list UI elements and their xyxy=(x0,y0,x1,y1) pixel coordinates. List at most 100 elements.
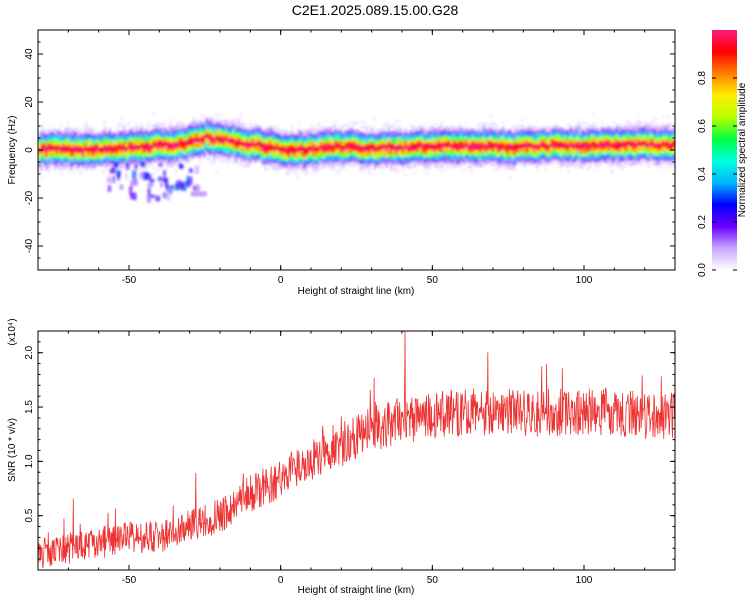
heatmap-cell xyxy=(377,147,381,150)
heatmap-cell xyxy=(91,153,95,157)
heatmap-cell xyxy=(418,159,423,162)
heatmap-cell xyxy=(482,137,486,141)
heatmap-cell xyxy=(389,136,393,140)
heatmap-cell xyxy=(52,148,56,151)
heatmap-cell xyxy=(144,146,148,149)
heatmap-cell xyxy=(394,167,398,171)
heatmap-cell xyxy=(431,159,435,162)
heatmap-cell xyxy=(457,135,461,138)
heatmap-cell xyxy=(229,122,233,125)
heatmap-cell xyxy=(596,146,600,149)
heatmap-cell xyxy=(465,143,469,146)
heatmap-cell xyxy=(484,159,488,162)
heatmap-cell xyxy=(232,123,236,126)
heatmap-cell xyxy=(472,136,476,139)
heatmap-cell xyxy=(482,154,486,158)
heatmap-cell xyxy=(518,136,522,140)
heatmap-cell xyxy=(96,154,100,157)
heatmap-cell xyxy=(103,151,107,155)
heatmap-cell xyxy=(64,127,68,131)
heatmap-cell xyxy=(586,140,590,144)
heatmap-cell xyxy=(392,138,396,141)
heatmap-cell xyxy=(86,159,90,163)
heatmap-cell xyxy=(627,128,631,132)
heatmap-cell xyxy=(605,137,609,140)
heatmap-cell xyxy=(385,133,389,137)
heatmap-cell xyxy=(91,148,95,151)
heatmap-cell xyxy=(50,139,54,142)
heatmap-cell xyxy=(462,158,466,162)
heatmap-cell xyxy=(409,148,413,152)
heatmap-cell xyxy=(186,136,190,139)
heatmap-cell xyxy=(159,154,163,158)
heatmap-cell xyxy=(370,153,374,156)
heatmap-cell xyxy=(280,141,284,144)
heatmap-cell xyxy=(484,151,488,155)
heatmap-cell xyxy=(103,138,107,141)
heatmap-cell xyxy=(127,158,131,162)
heatmap-cell xyxy=(181,156,185,159)
heatmap-cell xyxy=(253,130,257,133)
heatmap-cell xyxy=(399,162,403,166)
heatmap-cell xyxy=(290,150,294,154)
heatmap-cell xyxy=(292,147,296,150)
heatmap-cell xyxy=(397,145,401,148)
heatmap-cell xyxy=(372,168,376,171)
heatmap-cell xyxy=(154,160,158,163)
heatmap-cell xyxy=(297,155,301,158)
heatmap-cell xyxy=(579,159,583,162)
heatmap-cell xyxy=(118,149,122,153)
heatmap-cell xyxy=(69,140,73,144)
heatmap-cell xyxy=(319,133,323,136)
heatmap-cell xyxy=(263,148,267,151)
heatmap-cell xyxy=(261,136,265,139)
heatmap-cell xyxy=(229,129,233,133)
heatmap-cell xyxy=(40,156,44,159)
heatmap-cell xyxy=(142,131,146,135)
heatmap-cell xyxy=(397,131,401,135)
heatmap-cell xyxy=(414,136,418,140)
heatmap-cell xyxy=(74,158,78,161)
heatmap-cell xyxy=(457,146,461,150)
heatmap-cell xyxy=(113,148,117,151)
heatmap-cell xyxy=(71,134,75,138)
heatmap-cell xyxy=(62,164,66,167)
heatmap-cell xyxy=(64,158,68,162)
heatmap-cell xyxy=(54,143,59,146)
heatmap-cell xyxy=(181,146,185,150)
heatmap-cell xyxy=(40,152,44,155)
heatmap-cell xyxy=(91,127,95,130)
heatmap-cell xyxy=(312,155,316,158)
heatmap-cell xyxy=(304,144,308,147)
heatmap-cell xyxy=(579,143,583,147)
heatmap-cell xyxy=(62,156,66,160)
heatmap-cell xyxy=(559,157,563,161)
heatmap-cell xyxy=(484,138,488,141)
heatmap-cell xyxy=(462,139,466,143)
heatmap-cell xyxy=(98,150,102,153)
heatmap-cell xyxy=(518,150,522,153)
heatmap-cell xyxy=(302,130,306,133)
heatmap-cell xyxy=(440,163,444,166)
heatmap-cell xyxy=(489,138,493,141)
heatmap-cell xyxy=(620,130,624,134)
heatmap-cell xyxy=(596,161,600,165)
heatmap-cell xyxy=(326,147,330,150)
heatmap-cell xyxy=(173,127,177,130)
heatmap-cell xyxy=(336,150,340,153)
heatmap-cell xyxy=(380,149,384,153)
heatmap-cell xyxy=(421,144,425,147)
heatmap-cell xyxy=(525,136,529,140)
heatmap-cell xyxy=(275,128,279,132)
heatmap-cell xyxy=(620,153,624,157)
heatmap-cell xyxy=(513,144,517,148)
heatmap-cell xyxy=(414,140,418,144)
heatmap-cell xyxy=(266,130,270,133)
heatmap-cell xyxy=(627,140,631,143)
heatmap-cell xyxy=(355,143,359,146)
heatmap-cell xyxy=(528,141,532,145)
heatmap-cell xyxy=(142,147,146,150)
heatmap-cell xyxy=(438,141,442,145)
heatmap-cell xyxy=(440,149,444,153)
heatmap-cell xyxy=(88,137,92,140)
